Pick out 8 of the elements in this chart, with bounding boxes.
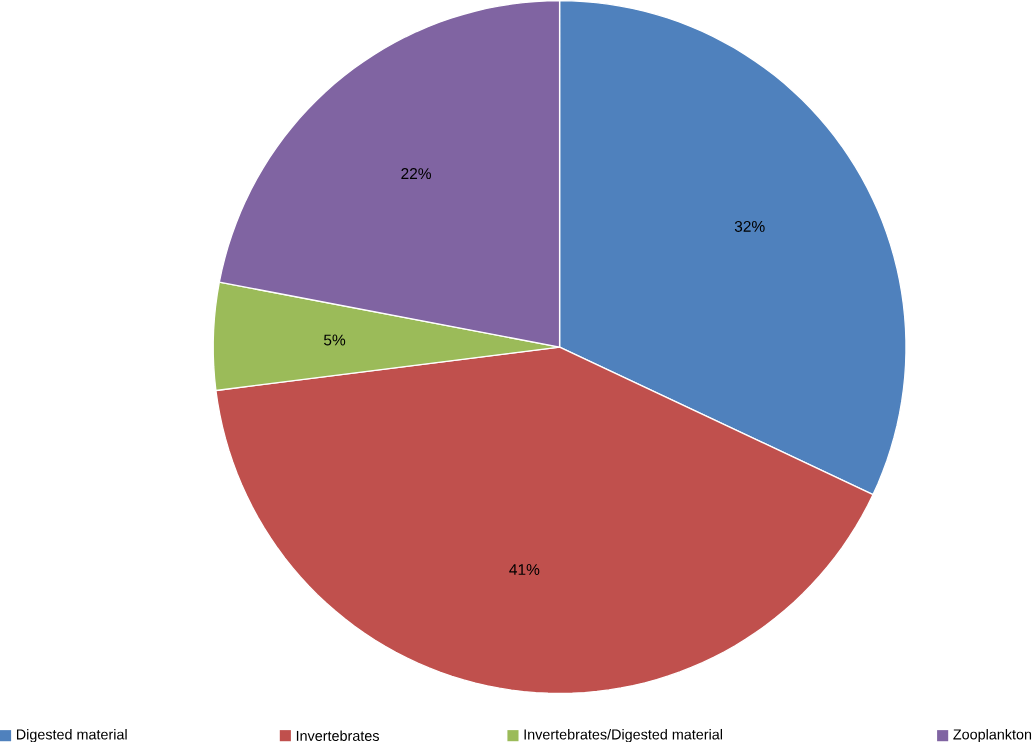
data-label: 22% (401, 167, 432, 179)
legend-label: Invertebrates/Digested material (524, 728, 722, 742)
data-label: 5% (323, 334, 346, 346)
data-label: 32% (734, 220, 765, 232)
legend-label: Invertebrates (296, 730, 379, 741)
legend-label: Digested material (16, 728, 127, 742)
legend-label: Zooplankton (953, 728, 1032, 742)
data-label: 41% (509, 563, 540, 575)
